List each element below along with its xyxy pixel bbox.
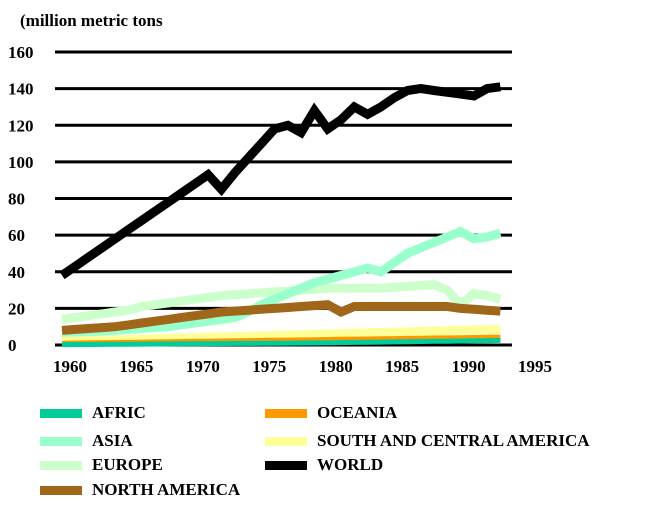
series-line-afric [61,337,501,348]
legend-label-asia: ASIA [92,431,133,450]
x-tick-label: 1980 [319,357,353,376]
y-tick-label: 40 [8,263,25,282]
x-tick-label: 1960 [53,357,87,376]
x-tick-label: 1970 [186,357,220,376]
y-tick-label: 160 [8,43,34,62]
legend-swatch-south-and-central-america [265,437,307,446]
y-tick-label: 120 [8,116,34,135]
legend-swatch-north-america [40,486,82,495]
legend-swatch-oceania [265,409,307,418]
legend-swatch-afric [40,409,82,418]
x-tick-label: 1995 [518,357,552,376]
series-line-world [59,82,502,280]
legend-label-world: WORLD [317,455,383,474]
legend: AFRIC ASIA EUROPE NORTH AMERICA OCEANIA SOUTH… [40,403,590,499]
legend-label-afric: AFRIC [92,403,146,422]
unit-label: (million metric tons [20,11,163,30]
legend-label-europe: EUROPE [92,455,163,474]
legend-swatch-asia [40,437,82,446]
legend-label-south-and-central-america: SOUTH AND CENTRAL AMERICA [317,431,590,450]
y-tick-label: 140 [8,80,34,99]
y-tick-labels: 0 20 40 60 80 100 120 140 160 [8,43,34,355]
y-tick-label: 20 [8,299,25,318]
y-tick-label: 60 [8,226,25,245]
series-line-asia [61,226,502,339]
legend-label-north-america: NORTH AMERICA [92,480,241,499]
y-tick-label: 80 [8,190,25,209]
y-tick-label: 100 [8,153,34,172]
series-line-south-and-central-america [61,324,501,346]
legend-swatch-europe [40,461,82,470]
x-tick-labels: 1960 1965 1970 1975 1980 1985 1990 1995 [53,357,552,376]
x-tick-label: 1975 [252,357,286,376]
series-line-europe [61,280,502,324]
x-tick-label: 1990 [452,357,486,376]
series-lines [59,82,502,348]
x-tick-label: 1965 [119,357,153,376]
y-tick-label: 0 [8,336,17,355]
legend-swatch-world [265,461,307,470]
x-tick-label: 1985 [385,357,419,376]
series-line-north-america [61,300,501,335]
legend-label-oceania: OCEANIA [317,403,398,422]
